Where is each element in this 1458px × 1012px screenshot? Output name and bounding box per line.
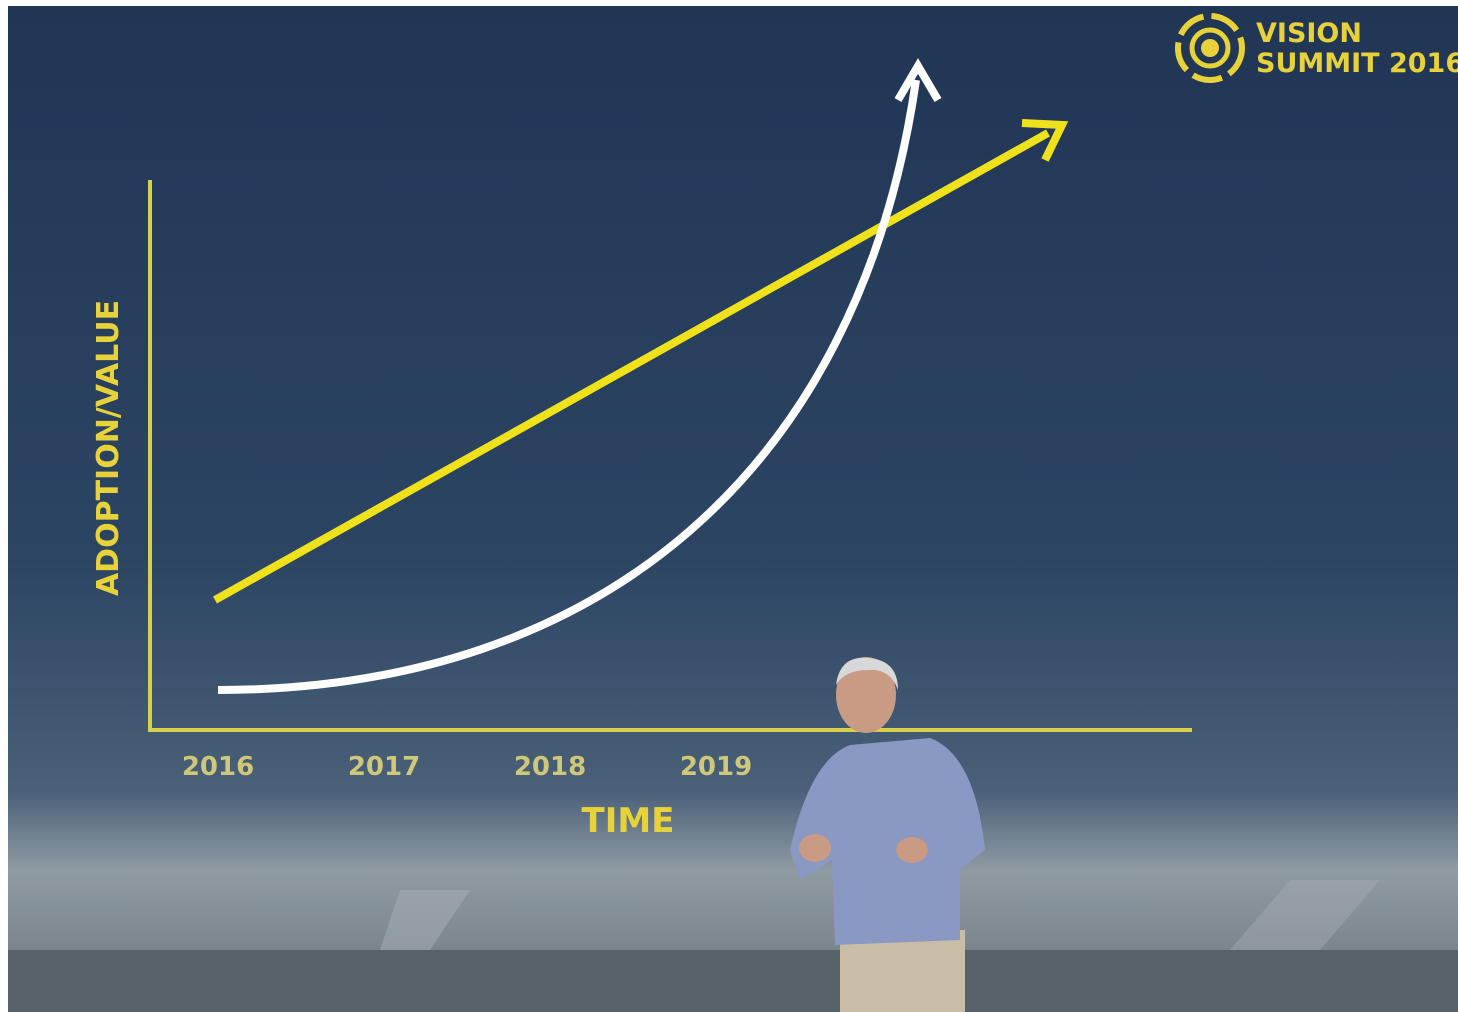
y-axis-label: ADOPTION/VALUE [91,300,126,596]
x-axis-label: TIME [582,801,675,841]
logo-text: SUMMIT 2016 [1256,48,1458,79]
x-label: 2018 [514,752,586,782]
x-label: 2019 [680,752,752,782]
x-label: 2017 [348,752,420,782]
photo: VISION SUMMIT 2016 ADOPTION/VALUE TIME 2… [0,0,1458,1012]
stage-background [8,6,1458,1012]
stage-floor [8,950,1458,1012]
x-label: 2016 [182,752,254,782]
logo-text: VISION [1256,18,1362,49]
